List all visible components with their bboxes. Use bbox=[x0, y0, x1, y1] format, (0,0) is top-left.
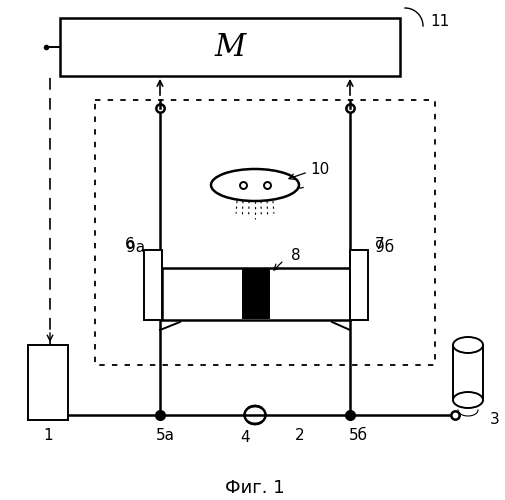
Text: Фиг. 1: Фиг. 1 bbox=[225, 479, 284, 497]
Bar bbox=[144, 250, 162, 320]
Text: 11: 11 bbox=[429, 14, 448, 30]
Text: 6: 6 bbox=[125, 238, 135, 252]
Ellipse shape bbox=[211, 169, 298, 201]
Bar bbox=[349, 250, 367, 320]
Bar bbox=[242, 270, 269, 318]
Ellipse shape bbox=[452, 392, 482, 408]
Text: 9б: 9б bbox=[374, 240, 393, 256]
Text: 3: 3 bbox=[489, 412, 499, 428]
Text: 9а: 9а bbox=[126, 240, 145, 256]
Text: 4: 4 bbox=[240, 430, 249, 444]
Text: 2: 2 bbox=[294, 428, 304, 442]
Text: 5а: 5а bbox=[155, 428, 174, 442]
Bar bbox=[60, 18, 399, 76]
Text: 5б: 5б bbox=[348, 428, 367, 442]
Ellipse shape bbox=[452, 337, 482, 353]
Text: 8: 8 bbox=[290, 248, 300, 264]
Bar bbox=[28, 345, 68, 420]
Text: 10: 10 bbox=[310, 162, 329, 178]
Text: М: М bbox=[214, 32, 245, 62]
Bar bbox=[162, 268, 349, 320]
Text: 7: 7 bbox=[374, 238, 384, 252]
Text: 1: 1 bbox=[43, 428, 53, 444]
